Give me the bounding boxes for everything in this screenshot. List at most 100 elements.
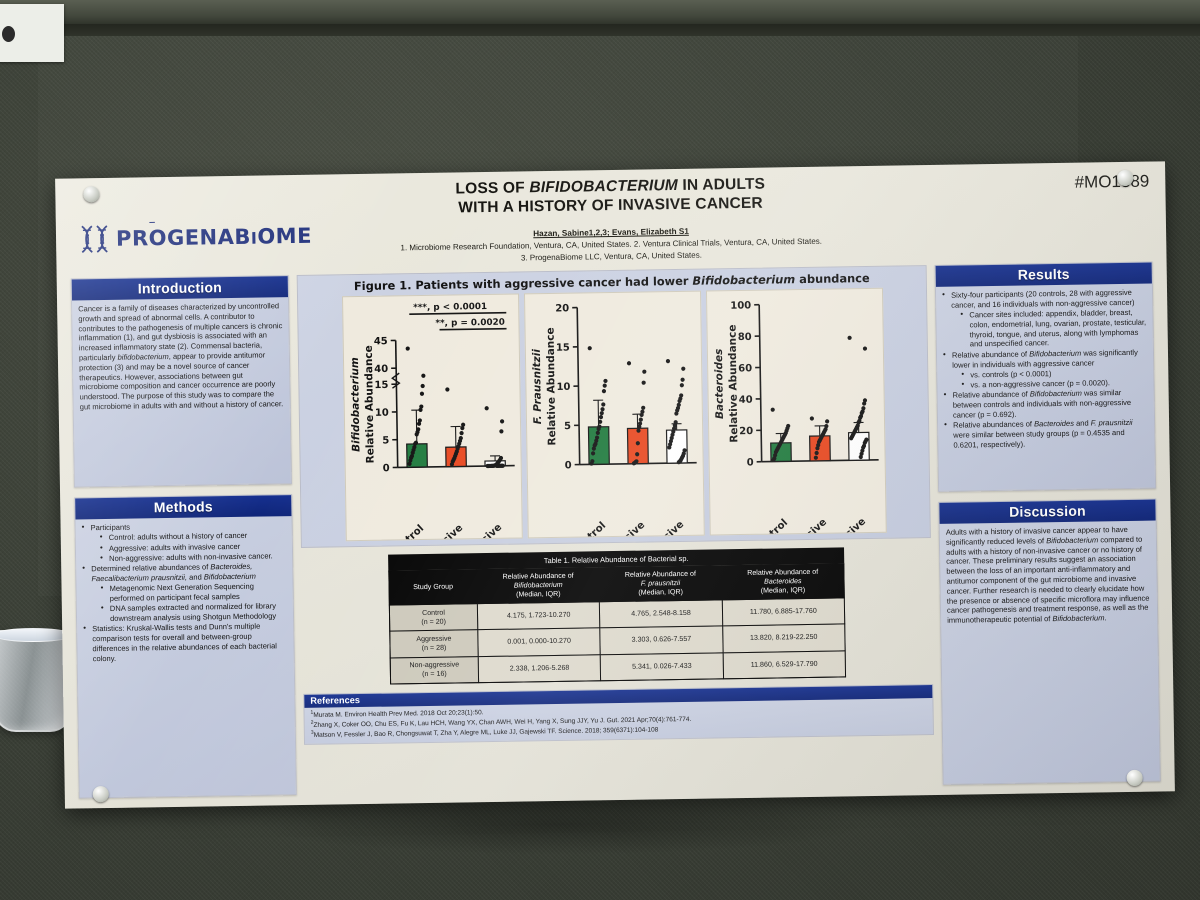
svg-text:Control: Control xyxy=(569,520,607,537)
center-column: Figure 1. Patients with aggressive cance… xyxy=(296,265,935,795)
col-bacter-l3: (Median, IQR) xyxy=(760,586,806,595)
cell-group: Aggressive (n = 28) xyxy=(389,630,479,658)
cell-bifido: 0.001, 0.000-10.270 xyxy=(477,628,601,657)
poster-header: PRO ‾ GENABIOME LOSS OF BIFIDOBACTERIUM IN… xyxy=(55,161,1166,274)
figure-1-charts: 0 5 10 15 40 45 Bifidobacterium Relative Abunda… xyxy=(302,287,926,592)
cell-bacter: 11.860, 6.529-17.790 xyxy=(722,650,846,679)
figure-title-part-a: Figure 1. Patients with aggressive cance… xyxy=(353,273,693,294)
svg-text:F. Prausnitzii: F. Prausnitzii xyxy=(530,349,543,425)
col-study-group-label: Study Group xyxy=(413,582,454,592)
discussion-body: Adults with a history of invasive cancer… xyxy=(940,521,1158,632)
col-bifido-l1: Relative Abundance of xyxy=(502,571,574,581)
svg-text:Bifidobacterium: Bifidobacterium xyxy=(348,357,361,452)
cell-group-n: (n = 20) xyxy=(421,617,447,626)
methods-sublist-participants: Control: adults without a history of can… xyxy=(91,530,286,563)
col-bifido-l2: Bifidobacterium xyxy=(513,580,563,590)
chart-bacteroides: 0 20 40 60 80 100 Bacteroides Relative Abundanc… xyxy=(705,287,887,586)
results-sublist-pvalues: vs. controls (p < 0.0001) vs. a non-aggr… xyxy=(952,368,1147,391)
results-list: Sixty-four participants (20 controls, 28… xyxy=(942,288,1148,451)
tag-hole-icon xyxy=(2,26,15,42)
reference-text: Matson V, Fessler J, Bao R, Chongsuwat T… xyxy=(313,726,659,740)
cell-group-n: (n = 16) xyxy=(422,669,447,679)
col-fprau-l2: F. prausnitzii xyxy=(640,579,681,588)
col-fprau-l3: (Median, IQR) xyxy=(638,588,684,597)
svg-text:40: 40 xyxy=(374,364,388,375)
push-pin-bottom-left[interactable] xyxy=(92,785,109,803)
svg-text:Relative Abundance: Relative Abundance xyxy=(362,345,376,463)
push-pin-bottom-right[interactable] xyxy=(1126,769,1143,786)
svg-text:100: 100 xyxy=(730,300,751,311)
references-section: References 1Murata M. Environ Health Pre… xyxy=(303,683,934,745)
board-top-rail xyxy=(0,0,1200,26)
results-section: Results Sixty-four participants (20 cont… xyxy=(934,261,1157,492)
title-line2: WITH A HISTORY OF INVASIVE CANCER xyxy=(458,194,764,217)
author-list: Hazan, Sabine1,2,3; Evans, Elizabeth S1 … xyxy=(236,221,986,269)
progenabiome-logo: PRO ‾ GENABIOME xyxy=(78,220,312,255)
title-line1-part-a: LOSS OF xyxy=(455,179,530,198)
svg-text:5: 5 xyxy=(564,421,571,432)
discussion-section: Discussion Adults with a history of inva… xyxy=(938,498,1161,785)
list-item: Sixty-four participants (20 controls, 28… xyxy=(942,288,1147,350)
svg-text:Bacteroides: Bacteroides xyxy=(712,349,725,420)
right-column: Results Sixty-four participants (20 cont… xyxy=(934,261,1161,785)
cell-group-name: Aggressive xyxy=(416,634,452,644)
svg-text:0: 0 xyxy=(746,457,753,468)
col-bacter-l2: Bacteroides xyxy=(764,577,802,586)
col-fprau-l1: Relative Abundance of xyxy=(624,569,696,579)
list-item: Relative abundance of Bifidobacterium wa… xyxy=(943,347,1148,390)
svg-text:15: 15 xyxy=(374,380,388,391)
authors-names: Hazan, Sabine1,2,3; Evans, Elizabeth S1 xyxy=(533,226,689,239)
introduction-section: Introduction Cancer is a family of disea… xyxy=(70,275,292,488)
left-column: Introduction Cancer is a family of disea… xyxy=(70,275,297,799)
svg-text:45: 45 xyxy=(373,336,387,347)
cell-fprau: 5.341, 0.026-7.433 xyxy=(600,652,724,681)
table-1-wrapper: Table 1. Relative Abundance of Bacterial… xyxy=(301,546,933,686)
title-line1-part-b: IN ADULTS xyxy=(677,175,766,194)
title-block: LOSS OF BIFIDOBACTERIUM IN ADULTS WITH A… xyxy=(235,172,986,268)
col-bacteroides: Relative Abundance of Bacteroides (Median,… xyxy=(721,563,845,601)
board-label-tag xyxy=(0,4,64,62)
methods-item-label: Participants xyxy=(90,522,131,533)
col-f-prausnitzii: Relative Abundance of F. prausnitzii (Medi… xyxy=(599,565,722,602)
svg-text:Control: Control xyxy=(387,523,425,540)
cell-bifido: 2.338, 1.206-5.268 xyxy=(478,654,601,683)
list-item: Relative abundance of Bifidobacterium wa… xyxy=(944,388,1148,421)
cell-group-name: Control xyxy=(421,608,445,617)
svg-text:Control: Control xyxy=(751,517,789,534)
svg-text:10: 10 xyxy=(374,408,388,419)
results-sublist-sites: Cancer sites included: appendix, bladder… xyxy=(951,308,1147,350)
col-study-group: Study Group xyxy=(388,569,478,606)
svg-text:**, p = 0.0020: **, p = 0.0020 xyxy=(435,318,505,329)
board-top-shadow-rail xyxy=(0,24,1200,36)
list-item: Metagenomic Next Generation Sequencing p… xyxy=(100,581,286,604)
col-bifido-l3: (Median, IQR) xyxy=(516,590,561,599)
col-bacter-l1: Relative Abundance of xyxy=(747,567,819,577)
list-item: DNA samples extracted and normalized for… xyxy=(101,602,287,625)
svg-text:10: 10 xyxy=(556,382,570,393)
chart-f-prausnitzii: 0 5 10 15 20 F. Prausnitzii Relative Abundance… xyxy=(523,290,705,589)
figure-title-part-b: abundance xyxy=(795,270,870,287)
col-bifidobacterium: Relative Abundance of Bifidobacterium (Med… xyxy=(476,567,600,604)
svg-text:Relative Abundance: Relative Abundance xyxy=(544,327,558,445)
cell-bifido: 4.175, 1.723-10.270 xyxy=(477,601,601,631)
list-item: Participants Control: adults without a h… xyxy=(82,520,287,564)
page-title: LOSS OF BIFIDOBACTERIUM IN ADULTS WITH A… xyxy=(235,172,986,222)
svg-text:Relative Abundance: Relative Abundance xyxy=(726,324,740,442)
poster-body: Introduction Cancer is a family of disea… xyxy=(70,261,1161,799)
cell-bacter: 13.820, 8.219-22.250 xyxy=(722,624,846,653)
cell-fprau: 4.765, 2.548-8.158 xyxy=(599,600,723,629)
list-item: Cancer sites included: appendix, bladder… xyxy=(960,308,1147,350)
discussion-text: Adults with a history of invasive cancer… xyxy=(945,524,1150,625)
introduction-body: Cancer is a family of diseases character… xyxy=(72,297,290,418)
table-1-body: Control (n = 20) 4.175, 1.723-10.270 4.76… xyxy=(389,598,846,684)
methods-body: Participants Control: adults without a h… xyxy=(75,516,293,671)
svg-text:20: 20 xyxy=(555,303,569,314)
cell-group: Control (n = 20) xyxy=(389,603,478,632)
dna-helix-icon xyxy=(78,224,112,255)
svg-text:***, p < 0.0001: ***, p < 0.0001 xyxy=(413,302,487,313)
chart-bifidobacterium: 0 5 10 15 40 45 Bifidobacterium Relative Abunda… xyxy=(341,293,523,592)
research-poster: PRO ‾ GENABIOME LOSS OF BIFIDOBACTERIUM IN… xyxy=(55,161,1175,809)
